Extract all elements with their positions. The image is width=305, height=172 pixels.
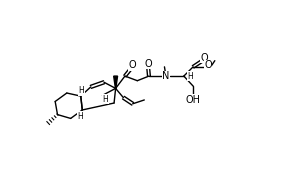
Text: H: H [188,72,193,80]
Text: H: H [77,112,83,121]
Text: O: O [200,53,208,63]
Text: O: O [144,59,152,69]
Text: H: H [79,86,84,95]
Text: O: O [129,60,137,70]
Polygon shape [114,76,117,88]
Text: O: O [204,60,212,70]
Text: OH: OH [186,95,201,105]
Text: H: H [103,95,108,104]
Text: N: N [162,71,170,81]
